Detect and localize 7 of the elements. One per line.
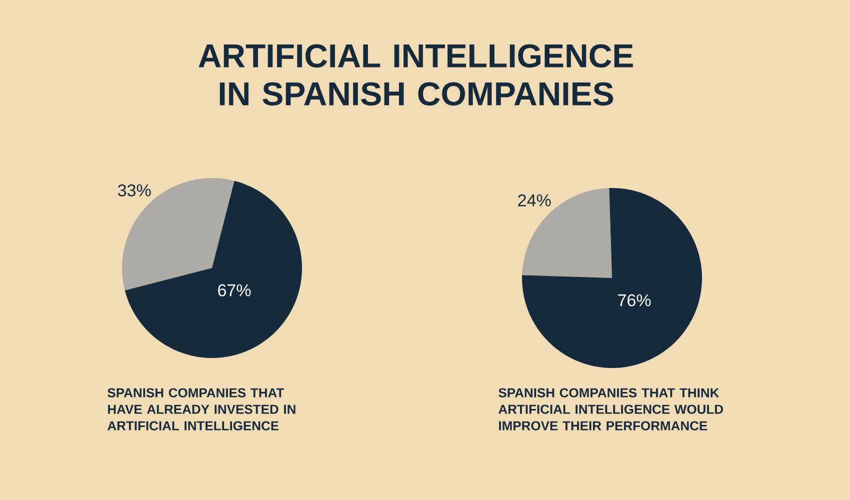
data-label: 67%	[218, 284, 251, 296]
text: ARTIFICIAL INTELLIGENCE IN SPANISH COMPANIES	[198, 44, 633, 106]
data-label: 24%	[518, 194, 551, 206]
text: SPANISH COMPANIES THAT THINK ARTIFICIAL INTELLIGENCE WOULD IMPROVE THEIR PERFORMANCE	[498, 388, 723, 430]
data-label: 33%	[118, 184, 151, 196]
data-label: 76%	[618, 294, 651, 306]
text: SPANISH COMPANIES THAT HAVE ALREADY INVESTED IN ARTIFICIAL INTELLIGENCE	[108, 388, 296, 430]
